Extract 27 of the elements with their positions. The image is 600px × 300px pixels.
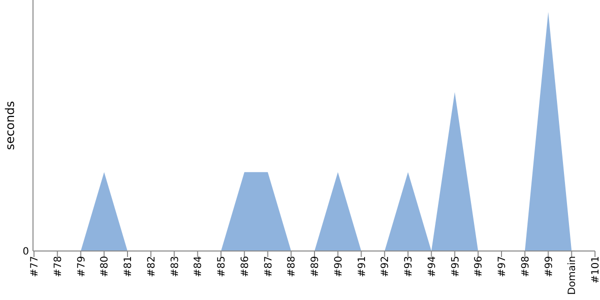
x-tick-label: #80	[100, 256, 111, 278]
x-tick-label: #85	[216, 256, 228, 278]
x-tick-label: #84	[193, 256, 204, 278]
x-tick-label: #87	[263, 256, 274, 278]
x-tick-label: #94	[426, 256, 438, 278]
x-tick-label: #96	[474, 256, 485, 278]
x-tick-label: Domain	[567, 256, 578, 295]
x-tick-label: #91	[356, 256, 368, 278]
x-tick-label: #77	[30, 256, 40, 278]
x-tick-label: #95	[450, 256, 462, 278]
y-axis-title: seconds	[3, 100, 17, 150]
text: 0	[22, 246, 29, 258]
x-tick-label: #99	[544, 256, 555, 278]
x-tick-label: #86	[240, 256, 251, 278]
x-tick-label: #78	[52, 256, 64, 278]
x-tick-label: #88	[286, 256, 298, 278]
x-tick-label: #89	[310, 256, 321, 278]
x-tick-label: #97	[497, 256, 508, 278]
x-tick-label: #92	[380, 256, 392, 278]
x-tick-label: #83	[170, 256, 181, 278]
x-tick-label: #90	[333, 256, 344, 278]
x-tick-label: #93	[404, 256, 414, 278]
x-tick-label: #101	[590, 256, 600, 284]
x-tick-label: #98	[520, 256, 532, 278]
x-tick-label: #82	[146, 256, 158, 278]
x-tick-label: #81	[123, 256, 134, 278]
x-tick-label: #79	[76, 256, 88, 278]
